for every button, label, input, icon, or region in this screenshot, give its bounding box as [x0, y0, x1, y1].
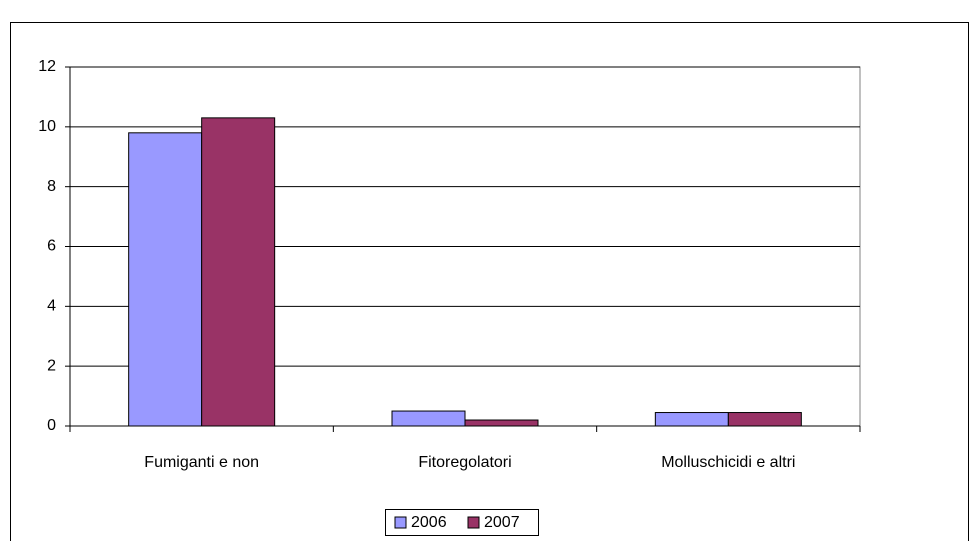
bar	[201, 117, 276, 427]
y-tick-label: 2	[47, 357, 56, 374]
legend-box	[385, 509, 539, 536]
legend-swatch	[467, 516, 480, 529]
bar	[727, 412, 802, 427]
x-tick-label: Fumiganti e non	[144, 454, 259, 471]
legend-label: 2006	[411, 514, 447, 531]
y-tick-label: 12	[38, 58, 56, 75]
y-tick-label: 4	[47, 298, 56, 315]
y-tick-label: 6	[47, 238, 56, 255]
legend-swatch	[394, 516, 407, 529]
bar	[464, 419, 539, 427]
x-tick-label: Fitoregolatori	[418, 454, 511, 471]
x-tick-label: Molluschicidi e altri	[661, 454, 795, 471]
y-tick-label: 0	[47, 417, 56, 434]
bar	[128, 132, 203, 427]
y-tick-label: 10	[38, 118, 56, 135]
bar	[654, 412, 729, 427]
y-tick-label: 8	[47, 178, 56, 195]
legend-label: 2007	[484, 514, 520, 531]
bar	[391, 410, 466, 427]
